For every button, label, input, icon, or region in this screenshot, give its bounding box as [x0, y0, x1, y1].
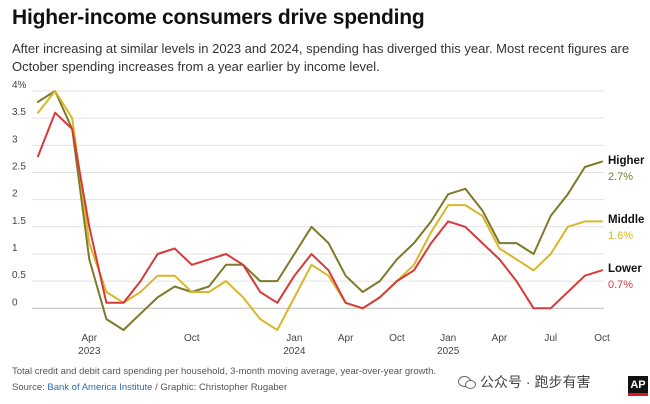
- x-year-label: 2024: [283, 346, 306, 357]
- x-tick-label: Oct: [184, 333, 200, 344]
- x-year-label: 2025: [437, 346, 460, 357]
- watermark-text: 公众号 · 跑步有害: [480, 374, 591, 390]
- series-label-lower: Lower: [608, 263, 642, 275]
- y-tick-label: 3.5: [12, 107, 26, 118]
- series-value-higher: 2.7%: [608, 171, 633, 183]
- series-label-middle: Middle: [608, 214, 644, 226]
- chart-subtitle: After increasing at similar levels in 20…: [12, 41, 630, 74]
- y-tick-label: 0: [12, 297, 18, 308]
- x-year-label: 2023: [78, 346, 101, 357]
- y-tick-label: 1: [12, 243, 18, 254]
- source-prefix: Source:: [12, 382, 48, 393]
- y-tick-label: 2: [12, 189, 18, 200]
- footnote: Total credit and debit card spending per…: [12, 366, 437, 377]
- series-line-lower: [37, 111, 603, 310]
- x-tick-label: Oct: [594, 333, 610, 344]
- y-tick-label: 0.5: [12, 270, 26, 281]
- series-line-middle: [37, 90, 603, 331]
- x-tick-label: Jan: [286, 333, 302, 344]
- x-tick-label: Apr: [81, 333, 97, 344]
- series-label-higher: Higher: [608, 155, 645, 167]
- x-tick-label: Jul: [544, 333, 557, 344]
- series-value-middle: 1.6%: [608, 230, 633, 242]
- x-tick-label: Jan: [440, 333, 456, 344]
- ap-logo: AP: [628, 376, 648, 396]
- x-tick-label: Apr: [338, 333, 354, 344]
- source-suffix: / Graphic: Christopher Rugaber: [152, 382, 288, 393]
- x-tick-label: Oct: [389, 333, 405, 344]
- y-tick-label: 4%: [12, 80, 27, 91]
- y-tick-label: 1.5: [12, 216, 26, 227]
- chart-title: Higher-income consumers drive spending: [12, 6, 425, 29]
- series-value-lower: 0.7%: [608, 279, 633, 291]
- wechat-icon: [458, 375, 476, 389]
- y-tick-label: 2.5: [12, 161, 26, 172]
- source-line: Source: Bank of America Institute / Grap…: [12, 382, 287, 393]
- watermark: 公众号 · 跑步有害: [458, 372, 590, 392]
- series-line-higher: [37, 90, 603, 331]
- source-link[interactable]: Bank of America Institute: [47, 382, 153, 393]
- y-tick-label: 3: [12, 134, 18, 145]
- x-tick-label: Apr: [492, 333, 508, 344]
